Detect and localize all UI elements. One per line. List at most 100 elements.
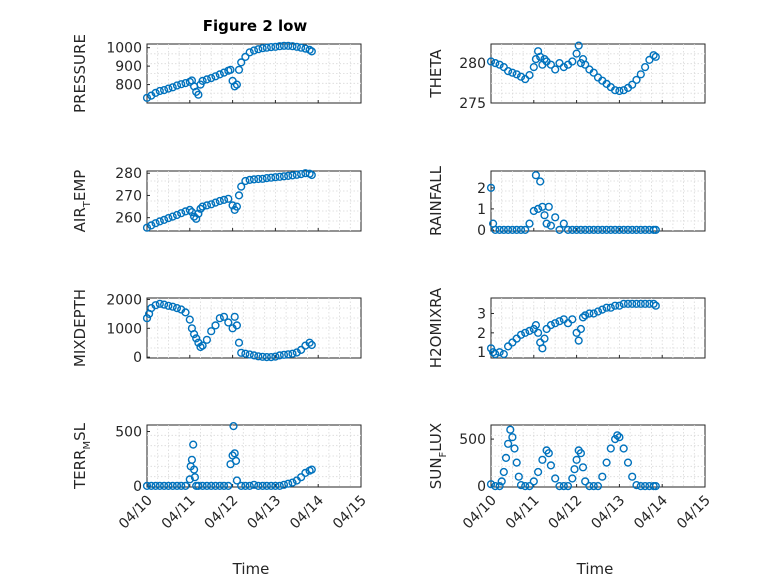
h2omixra-point xyxy=(649,299,658,308)
air_temp-point xyxy=(192,214,201,223)
x-tick-label: 04/13 xyxy=(244,493,284,533)
h2omixra-point xyxy=(651,301,660,310)
theta-point xyxy=(486,57,496,66)
air_temp-point xyxy=(196,204,205,213)
mixdepth-point xyxy=(262,353,271,362)
rainfall-point xyxy=(572,225,581,235)
terr_msl-point xyxy=(194,481,203,491)
mixdepth-point xyxy=(142,314,152,323)
rainfall-point xyxy=(585,225,594,235)
h2omixra-point xyxy=(623,299,633,308)
rainfall-point xyxy=(628,225,637,235)
x-tick-label: 04/10 xyxy=(116,493,156,533)
terr_msl-point xyxy=(258,481,267,491)
terr_msl-grid xyxy=(147,425,361,487)
rainfall-y-tick-label: 1 xyxy=(477,202,486,218)
theta-point xyxy=(576,58,586,68)
air_temp-point xyxy=(147,221,156,230)
terr_msl-point xyxy=(229,422,238,431)
sun_flux-point xyxy=(525,482,534,491)
terr_msl-point xyxy=(297,473,306,482)
terr_msl-point xyxy=(211,481,220,491)
h2omixra-y-tick-label: 3 xyxy=(477,306,486,322)
theta-point xyxy=(495,60,504,69)
rainfall-point xyxy=(610,225,620,235)
pressure-point xyxy=(230,82,239,91)
h2omixra-point xyxy=(610,301,620,310)
h2omixra-point xyxy=(632,299,641,308)
pressure-point xyxy=(307,47,316,56)
pressure-point xyxy=(288,42,297,51)
air_temp-point xyxy=(224,194,233,203)
x-axis-label-left: Time xyxy=(232,560,270,578)
sun_flux-point xyxy=(504,439,513,448)
pressure-point xyxy=(275,42,284,51)
theta-point xyxy=(525,70,534,80)
terr_msl-point xyxy=(267,481,276,491)
terr_msl-y-tick-label: 0 xyxy=(133,479,142,495)
air_temp-point xyxy=(258,174,267,183)
rainfall-y-axis-label: RAINFALL xyxy=(427,165,445,236)
sun_flux-point xyxy=(497,477,506,486)
rainfall-point xyxy=(499,225,508,235)
theta-point xyxy=(559,62,568,72)
terr_msl-point xyxy=(215,481,224,491)
h2omixra-y-tick-label: 2 xyxy=(477,326,486,342)
rainfall-point xyxy=(529,206,538,216)
terr_msl-series xyxy=(142,422,316,491)
sun_flux-point xyxy=(581,477,590,486)
h2omixra-y-tick-label: 1 xyxy=(477,345,486,361)
terr_msl-point xyxy=(189,440,198,449)
pressure-point xyxy=(262,43,271,52)
pressure-point xyxy=(301,44,310,53)
rainfall-point xyxy=(516,225,526,235)
x-tick-label: 04/13 xyxy=(588,493,628,533)
h2omixra-point xyxy=(636,299,645,308)
mixdepth-point xyxy=(241,349,250,358)
pressure-point xyxy=(271,42,280,51)
subplot-terr_msl: 04/10 04/11 04/12 04/13 04/14 04/15 0 500 TERRMS… xyxy=(71,422,370,532)
x-tick-label: 04/10 xyxy=(460,493,500,533)
terr_msl-point xyxy=(151,481,160,491)
mixdepth-point xyxy=(211,321,220,330)
pressure-point xyxy=(168,83,177,92)
h2omixra-point xyxy=(581,311,590,320)
rainfall-y-tick-label: 0 xyxy=(477,223,486,239)
air_temp-point xyxy=(185,205,194,215)
terr_msl-point xyxy=(160,481,169,491)
air_temp-point xyxy=(168,212,177,221)
rainfall-point xyxy=(559,219,568,228)
air_temp-point xyxy=(241,176,250,186)
theta-point xyxy=(508,68,517,77)
pressure-point xyxy=(279,41,289,50)
terr_msl-point xyxy=(181,481,190,491)
sun_flux-point xyxy=(570,465,579,474)
pressure-point xyxy=(245,48,254,57)
sun_flux-point xyxy=(491,482,500,491)
theta-point xyxy=(589,68,598,77)
pressure-point xyxy=(234,65,244,74)
rainfall-point xyxy=(563,225,573,235)
air_temp-point xyxy=(262,174,271,183)
terr_msl-point xyxy=(202,481,212,491)
air_temp-y-tick-label: 260 xyxy=(115,211,142,227)
rainfall-point xyxy=(521,225,530,235)
terr_msl-point xyxy=(185,475,194,484)
mixdepth-point xyxy=(219,312,229,321)
air_temp-point xyxy=(267,173,276,182)
terr_msl-point xyxy=(190,473,200,482)
air_temp-y-axis-label: AIRTEMP xyxy=(71,170,93,233)
terr_msl-point xyxy=(231,456,241,466)
terr_msl-point xyxy=(254,481,263,491)
terr_msl-point xyxy=(207,481,216,491)
air_temp-point xyxy=(207,200,216,209)
pressure-point xyxy=(249,46,259,55)
mixdepth-y-tick-label: 2000 xyxy=(106,292,142,308)
air_temp-point xyxy=(142,223,152,232)
sun_flux-point xyxy=(546,461,556,470)
rainfall-point xyxy=(619,225,628,235)
subplot-h2omixra: 1 2 3 H2OMIXRA xyxy=(427,287,706,368)
pressure-point xyxy=(254,45,263,54)
pressure-point xyxy=(198,76,207,86)
